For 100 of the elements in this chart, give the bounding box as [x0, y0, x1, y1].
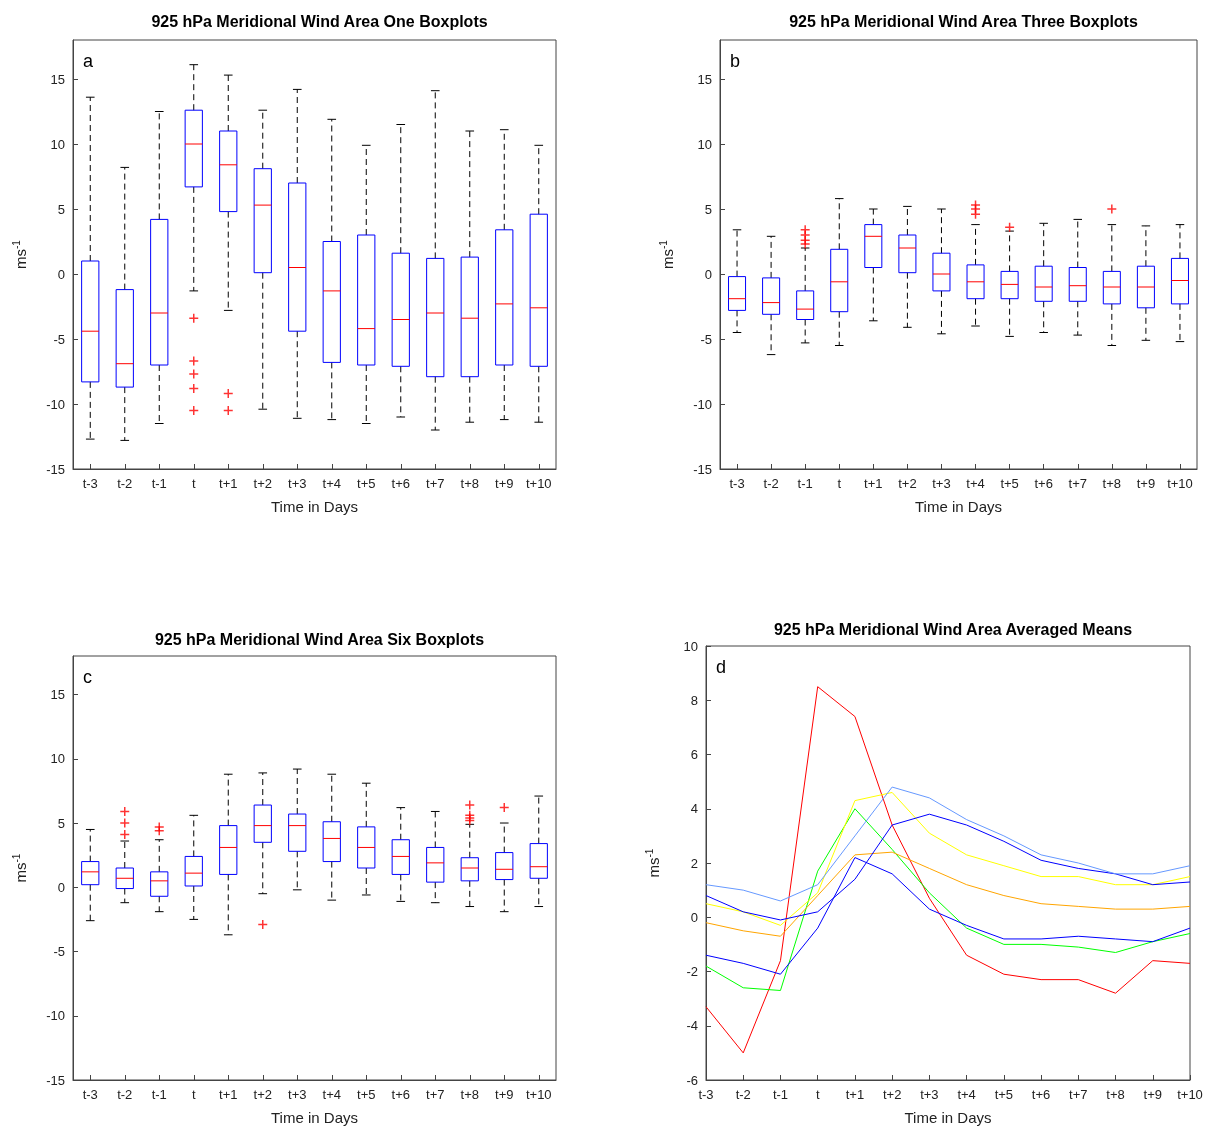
- x-tick-label: t-2: [735, 1087, 751, 1102]
- y-axis-title: ms-1: [643, 848, 662, 878]
- y-tick-label: -5: [700, 331, 712, 347]
- x-tick-label: t+7: [1069, 1087, 1088, 1102]
- x-tick-label: t+4: [322, 1087, 341, 1102]
- y-tick-label: 10: [697, 136, 712, 152]
- x-tick-label: t+10: [525, 1087, 552, 1102]
- line-series: [705, 851, 1191, 937]
- chart-title: 925 hPa Meridional Wind Area Averaged Means: [773, 620, 1133, 638]
- y-tick-label: -5: [53, 331, 65, 347]
- y-tick-label: 5: [57, 201, 65, 217]
- x-axis-title: Time in Days: [271, 1109, 358, 1126]
- x-tick-label: t+3: [920, 1087, 939, 1102]
- y-tick-label: -5: [53, 944, 65, 960]
- line-series: [705, 808, 1191, 991]
- y-tick-label: -15: [46, 1072, 65, 1088]
- y-tick-label: 5: [57, 815, 65, 831]
- y-tick-label: 10: [50, 136, 65, 152]
- y-tick-label: 10: [683, 638, 698, 654]
- y-tick-label: 15: [697, 71, 712, 87]
- y-tick-label: -10: [46, 1008, 65, 1024]
- x-tick-label: t+2: [253, 476, 272, 491]
- x-tick-label: t+1: [219, 1087, 238, 1102]
- x-tick-label: t+10: [525, 476, 552, 491]
- y-tick-label: 15: [50, 687, 65, 703]
- x-axis-title: Time in Days: [904, 1109, 992, 1126]
- x-tick-label: t+10: [1167, 476, 1193, 491]
- y-tick-label: 8: [690, 692, 698, 708]
- line-series: [705, 786, 1191, 902]
- y-tick-label: 5: [704, 201, 712, 217]
- y-tick-label: 6: [690, 747, 698, 762]
- x-tick-label: t+9: [495, 1087, 514, 1102]
- x-tick-label: t+8: [1102, 476, 1122, 491]
- x-tick-label: t-3: [82, 476, 98, 491]
- chart-title: 925 hPa Meridional Wind Area Three Boxplots: [789, 12, 1138, 30]
- x-tick-label: t+1: [845, 1087, 865, 1102]
- x-axis-title: Time in Days: [915, 498, 1002, 515]
- y-tick-label: -6: [686, 1072, 698, 1088]
- x-tick-label: t+9: [1143, 1087, 1162, 1102]
- y-axis-title: ms-1: [657, 239, 676, 269]
- x-tick-label: t+3: [288, 1087, 307, 1102]
- x-tick-label: t+4: [322, 476, 341, 491]
- x-tick-label: t+8: [460, 476, 479, 491]
- x-tick-label: t+2: [898, 476, 917, 491]
- x-tick-label: t-3: [698, 1087, 714, 1102]
- x-tick-label: t+7: [1068, 476, 1087, 491]
- y-tick-label: 0: [704, 266, 712, 282]
- annotation: c: [83, 667, 92, 687]
- x-tick-label: t+6: [1031, 1087, 1051, 1102]
- x-tick-label: t+3: [932, 476, 951, 491]
- y-tick-label: -15: [46, 461, 65, 477]
- y-tick-label: -15: [693, 461, 712, 477]
- x-tick-label: t: [815, 1087, 820, 1102]
- y-tick-label: 4: [690, 801, 698, 817]
- y-axis-title: ms-1: [10, 239, 29, 269]
- x-tick-label: t-3: [729, 476, 745, 491]
- x-tick-label: t+5: [994, 1087, 1014, 1102]
- x-tick-label: t+2: [882, 1087, 902, 1102]
- x-tick-label: t+1: [219, 476, 238, 491]
- x-tick-label: t+5: [1000, 476, 1019, 491]
- x-tick-label: t: [837, 476, 842, 491]
- x-tick-label: t-1: [151, 1087, 167, 1102]
- y-tick-label: -2: [686, 964, 698, 979]
- x-tick-label: t+9: [1136, 476, 1156, 491]
- y-tick-label: 0: [57, 879, 65, 895]
- x-tick-label: t-2: [763, 476, 779, 491]
- y-tick-label: 2: [690, 855, 698, 871]
- chart-title: 925 hPa Meridional Wind Area Six Boxplots: [154, 630, 485, 648]
- x-tick-label: t+10: [1177, 1087, 1203, 1102]
- x-tick-label: t+6: [391, 476, 410, 491]
- x-tick-label: t+5: [357, 1087, 376, 1102]
- x-tick-label: t+8: [460, 1087, 479, 1102]
- x-tick-label: t+4: [957, 1087, 976, 1102]
- x-tick-label: t+2: [253, 1087, 272, 1102]
- x-tick-label: t+7: [426, 476, 445, 491]
- x-tick-label: t-1: [151, 476, 167, 491]
- annotation: b: [730, 51, 741, 71]
- x-tick-label: t+5: [357, 476, 376, 491]
- y-axis-title: ms-1: [10, 853, 29, 883]
- x-tick-label: t-1: [772, 1087, 789, 1102]
- chart-title: 925 hPa Meridional Wind Area One Boxplots: [151, 12, 488, 30]
- x-tick-label: t: [191, 476, 196, 491]
- x-tick-label: t-2: [117, 1087, 133, 1102]
- x-tick-label: t-1: [797, 476, 813, 491]
- y-tick-label: 0: [690, 909, 698, 925]
- x-tick-label: t+1: [864, 476, 883, 491]
- y-tick-label: -10: [46, 396, 65, 412]
- x-tick-label: t-3: [82, 1087, 98, 1102]
- x-tick-label: t: [191, 1087, 196, 1102]
- y-tick-label: 15: [50, 71, 65, 87]
- y-tick-label: -10: [693, 396, 712, 412]
- y-tick-label: 10: [50, 751, 65, 767]
- x-tick-label: t+9: [495, 476, 514, 491]
- annotation: a: [83, 51, 94, 71]
- x-tick-label: t+7: [426, 1087, 445, 1102]
- y-tick-label: 0: [57, 266, 65, 282]
- x-tick-label: t+4: [966, 476, 985, 491]
- x-tick-label: t+3: [288, 476, 307, 491]
- x-tick-label: t-2: [117, 476, 133, 491]
- x-tick-label: t+6: [391, 1087, 410, 1102]
